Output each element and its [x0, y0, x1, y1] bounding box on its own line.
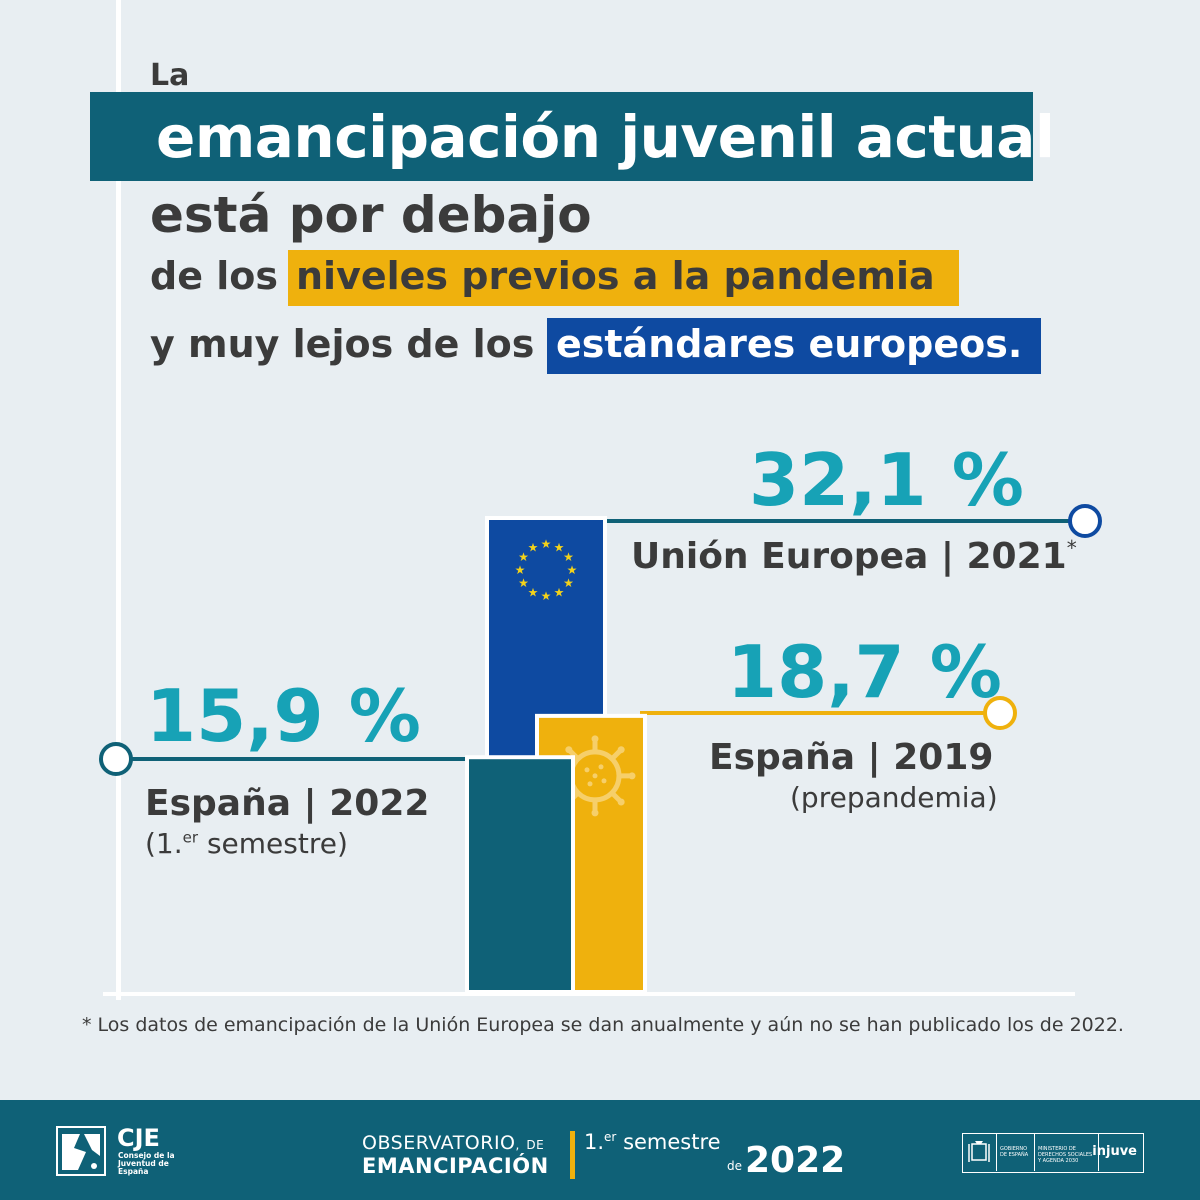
- headline-main: emancipación juvenil actual: [156, 103, 1055, 171]
- cje-name: CJE: [117, 1124, 160, 1152]
- es2022-marker: [99, 742, 133, 776]
- ministry-label: MINISTERIO DE DERECHOS SOCIALES Y AGENDA…: [1035, 1134, 1099, 1171]
- highlight-blue: [547, 318, 1041, 374]
- observatory-line-2: EMANCIPACIÓN: [362, 1154, 549, 1178]
- vertical-rule: [116, 0, 121, 1000]
- cje-logo-icon: [56, 1126, 106, 1176]
- eu-star: ★: [563, 550, 574, 564]
- government-label: GOBIERNO DE ESPAÑA: [997, 1134, 1035, 1171]
- eu-star: ★: [554, 540, 565, 554]
- headline-line-2: está por debajo: [150, 186, 592, 244]
- es2022-category-label: España | 2022: [145, 783, 430, 824]
- observatory-line-1: OBSERVATORIO, DE: [362, 1132, 545, 1154]
- cje-full-name: Consejo de la Juventud de España: [118, 1151, 175, 1176]
- eu-star: ★: [518, 576, 529, 590]
- headline-line-4-highlight: estándares europeos.: [556, 322, 1023, 366]
- bar-es2022: [465, 755, 575, 995]
- emancipation-chart: ★ ★★★★★★★★★★★: [99, 504, 1102, 995]
- eu-star: ★: [515, 563, 526, 577]
- highlight-yellow: [288, 250, 959, 306]
- es2022-value-label: 15,9 %: [146, 674, 421, 758]
- eu-star: ★: [567, 563, 578, 577]
- baseline: [103, 992, 1075, 996]
- footnote: * Los datos de emancipación de la Unión …: [82, 1014, 1124, 1036]
- eu2021-marker: [1068, 504, 1102, 538]
- es2019-sublabel: (prepandemia): [790, 781, 998, 814]
- headline-intro: La: [150, 58, 190, 93]
- eu2021-value-label: 32,1 %: [749, 438, 1024, 522]
- es2019-marker: [983, 696, 1017, 730]
- eu-star: ★: [528, 540, 539, 554]
- eu-star: ★: [554, 586, 565, 600]
- headline-line-3-prefix: de los: [150, 254, 278, 298]
- injuve-logo: injuve: [1092, 1144, 1137, 1159]
- footer-year: 2022: [745, 1140, 846, 1181]
- es2019-category-label: España | 2019: [709, 737, 994, 778]
- headline-line-3-highlight: niveles previos a la pandemia: [296, 254, 935, 298]
- eu-stars-icon: ★ ★★★★★★★★★★★: [515, 537, 578, 603]
- eu-star: ★: [541, 537, 552, 551]
- spain-coat-of-arms-icon: [963, 1134, 997, 1171]
- eu-star: ★: [563, 576, 574, 590]
- eu-star: ★: [528, 586, 539, 600]
- headline-line-4-prefix: y muy lejos de los: [150, 322, 535, 366]
- semester-de: de: [727, 1159, 742, 1173]
- es2019-value-label: 18,7 %: [727, 630, 1002, 714]
- eu2021-category-label: Unión Europea | 2021*: [631, 536, 1077, 577]
- es2022-sublabel: (1.er semestre): [145, 827, 348, 860]
- footer-divider: [570, 1131, 575, 1179]
- semester-label: 1.er semestre: [584, 1130, 721, 1154]
- footer-bar: CJE Consejo de la Juventud de España OBS…: [0, 1100, 1200, 1200]
- eu-star: ★: [518, 550, 529, 564]
- headline-highlight-box: [90, 92, 1033, 181]
- eu-star: ★: [541, 589, 552, 603]
- government-logos: GOBIERNO DE ESPAÑA MINISTERIO DE DERECHO…: [962, 1133, 1144, 1173]
